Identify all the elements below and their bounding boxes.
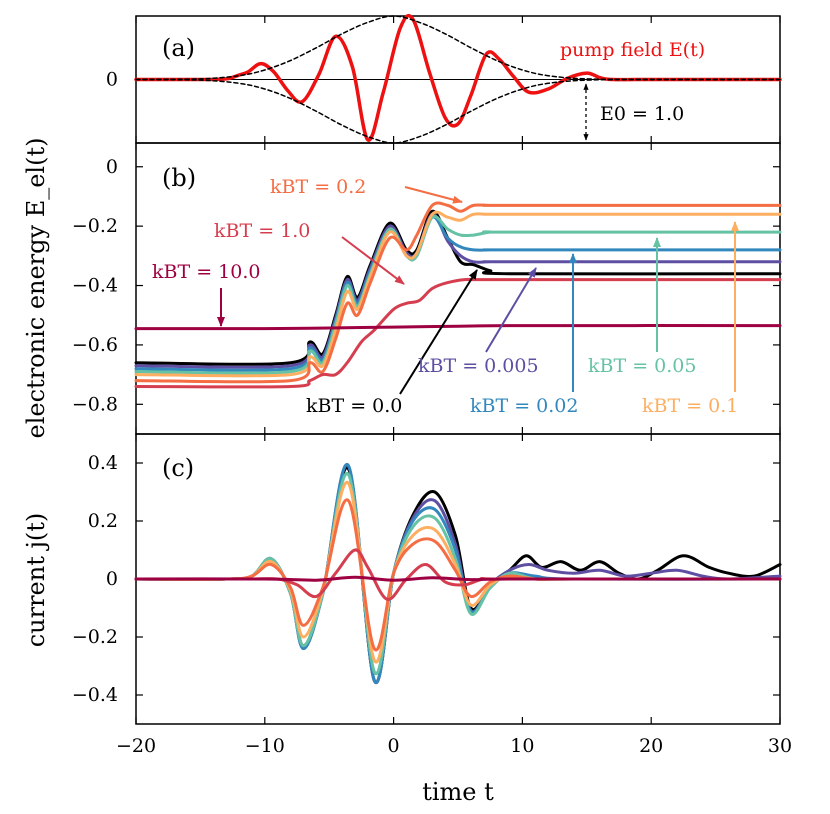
annotation-kbt-0-1: kBT = 0.1 <box>642 395 738 417</box>
panel-c-label: (c) <box>162 454 194 482</box>
annotation-kbt-0-05: kBT = 0.05 <box>588 355 696 377</box>
arrow-kbt-0-0 <box>399 269 478 395</box>
series-line-kbt-1-0 <box>134 277 782 389</box>
panel-c-ticks: −20 −10 0 10 20 30 0.4 0.2 0 −0.2 −0.4 <box>72 434 792 757</box>
x-tick-label: −10 <box>245 735 285 757</box>
panel-b-frame <box>135 142 781 435</box>
series-line-kbt-10-0 <box>134 575 782 582</box>
y-axis-title-b: electronic energy E_el(t) <box>22 138 50 439</box>
annotation-kbt-0-02: kBT = 0.02 <box>470 395 578 417</box>
arrow-kbt-1-0 <box>341 236 405 285</box>
panel-c-curves <box>134 463 782 685</box>
annotation-e0: E0 = 1.0 <box>600 103 684 125</box>
y-tick-label: −0.4 <box>72 275 118 297</box>
series-line-envelope <box>135 15 781 81</box>
y-tick-label: 0 <box>106 568 118 590</box>
arrow-kbt-0-2 <box>404 186 463 204</box>
panel-a-curves <box>134 13 782 144</box>
annotation-kbt-0-005: kBT = 0.005 <box>418 355 539 377</box>
annotation-kbt-1-0: kBT = 1.0 <box>214 220 310 242</box>
annotation-kbt-0-2: kBT = 0.2 <box>270 176 366 198</box>
y-axis-title-c: current j(t) <box>22 513 50 648</box>
annotation-kbt-10-0: kBT = 10.0 <box>152 261 260 283</box>
series-line-kbt-10-0 <box>134 324 782 331</box>
y-tick-label: 0.4 <box>88 452 118 474</box>
arrow-kbt-0-005 <box>485 267 537 353</box>
panel-b-ticks: 0 −0.2 −0.4 −0.6 −0.8 <box>72 143 781 434</box>
y-tick-label: −0.6 <box>72 334 118 356</box>
y-tick-label: −0.4 <box>72 684 118 706</box>
panel-a-label: (a) <box>162 34 195 62</box>
y-tick-label: −0.2 <box>72 626 118 648</box>
series-line-kbt-0-1 <box>134 210 782 378</box>
series-line-envelope-lower <box>135 78 781 144</box>
series-line-pump-field-e-t- <box>134 13 782 142</box>
x-tick-label: 20 <box>639 735 663 757</box>
y-tick-label: −0.2 <box>72 215 118 237</box>
x-tick-label: −20 <box>116 735 156 757</box>
x-tick-label: 0 <box>388 735 400 757</box>
annotation-kbt-0-0: kBT = 0.0 <box>306 395 402 417</box>
y-tick-label: 0 <box>106 156 118 178</box>
series-line-kbt-0-2 <box>134 201 782 384</box>
annotation-pump-field: pump field E(t) <box>560 39 705 61</box>
panel-c: −20 −10 0 10 20 30 0.4 0.2 0 −0.2 −0.4 (c) <box>72 433 792 757</box>
y-tick-label: 0.2 <box>88 510 118 532</box>
panel-b: 0 −0.2 −0.4 −0.6 −0.8 (b) kBT = 0.2 kBT = 1.… <box>72 142 782 435</box>
series-line-kbt-0-2 <box>134 498 782 652</box>
panel-a: 0 (a) pump field E(t) E0 = 1.0 <box>106 13 782 144</box>
x-axis-title: time t <box>422 778 494 806</box>
x-tick-label: 10 <box>510 735 534 757</box>
y-tick-label: 0 <box>106 69 118 91</box>
panel-b-label: (b) <box>162 164 196 192</box>
panel-b-curves <box>134 201 782 389</box>
y-tick-label: −0.8 <box>72 393 118 415</box>
x-tick-label: 30 <box>768 735 792 757</box>
